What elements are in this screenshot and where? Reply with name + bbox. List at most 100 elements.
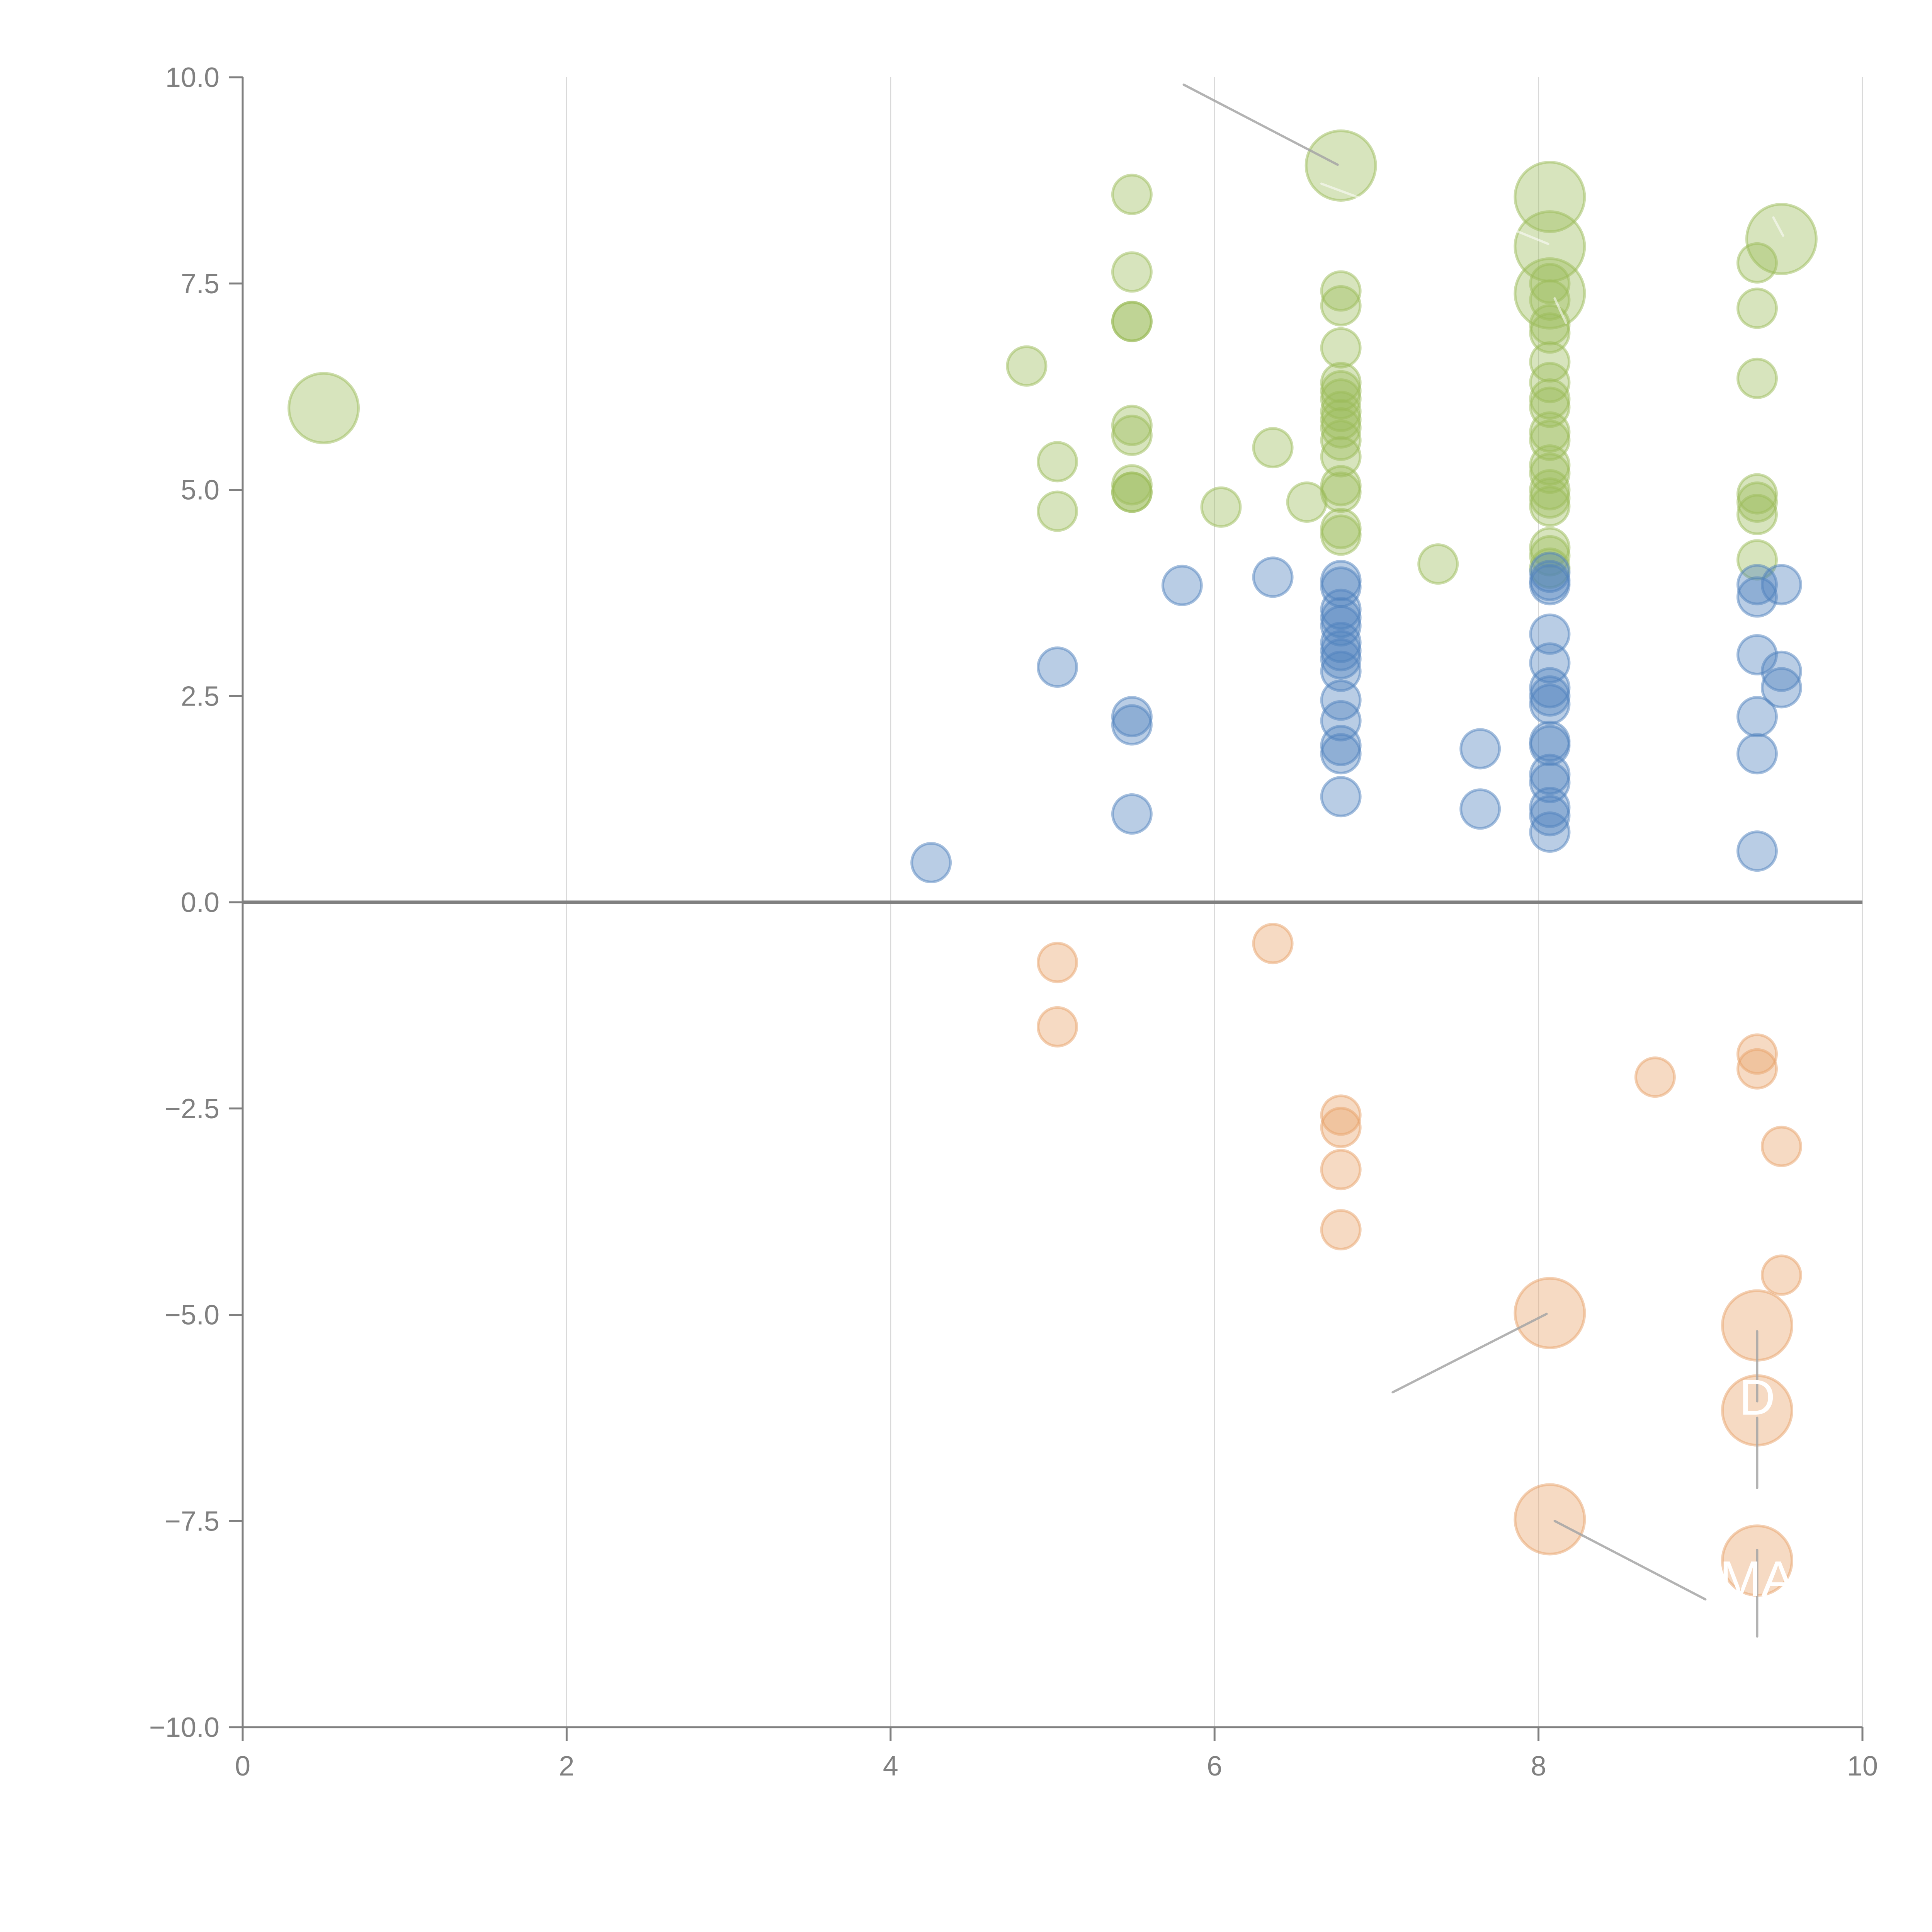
blue-point (1529, 564, 1571, 605)
blue-point (1760, 650, 1802, 692)
blue-point (910, 842, 952, 884)
point-annotation: MA (1719, 1551, 1795, 1607)
blue-point (1252, 556, 1294, 598)
leader-line (1320, 182, 1376, 205)
orange-point (1037, 942, 1078, 983)
green-point (1417, 543, 1459, 585)
green-point (1529, 452, 1571, 494)
green-point (1320, 407, 1362, 449)
green-point (1736, 357, 1778, 399)
orange-point (1736, 1048, 1778, 1090)
blue-point (1529, 762, 1571, 803)
green-point (1529, 263, 1571, 304)
orange-point (1736, 1033, 1778, 1075)
blue-point (1736, 733, 1778, 775)
x-tick-label: 2 (559, 1751, 574, 1782)
green-point (1529, 386, 1571, 428)
orange-point (1320, 1209, 1362, 1251)
green-point (1529, 419, 1571, 461)
green-point (1320, 270, 1362, 312)
green-point (1006, 345, 1048, 387)
green-point (1736, 539, 1778, 581)
orange-point (1320, 1094, 1362, 1136)
point-annotation: D (1739, 1369, 1776, 1425)
y-tick-label: 7.5 (181, 269, 219, 299)
x-tick-label: 4 (883, 1751, 898, 1782)
blue-point (1320, 733, 1362, 775)
green-point (1736, 494, 1778, 536)
blue-point (1320, 650, 1362, 692)
leader-line (1553, 297, 1567, 325)
green-point (1111, 173, 1153, 215)
green-point (1286, 481, 1328, 523)
orange-point (1760, 1254, 1802, 1296)
blue-point (1529, 724, 1571, 766)
orange-point (1514, 1483, 1586, 1556)
green-point (1320, 471, 1362, 513)
blue-point (1111, 704, 1153, 746)
leader-line (1391, 1313, 1548, 1394)
green-point (1320, 419, 1362, 461)
y-tick-label: −10.0 (149, 1712, 219, 1743)
blue-point (1037, 646, 1078, 688)
green-point (1529, 485, 1571, 527)
green-point (1111, 251, 1153, 293)
green-point (1200, 486, 1242, 528)
blue-point (1320, 776, 1362, 818)
green-point (1320, 514, 1362, 556)
y-tick-label: −5.0 (165, 1300, 219, 1331)
leader-line (1514, 230, 1549, 245)
green-point (1304, 129, 1377, 202)
blue-point (1111, 793, 1153, 835)
leader-line (1182, 83, 1339, 166)
orange-point (1252, 923, 1294, 964)
blue-point (1529, 795, 1571, 837)
blue-point (1736, 576, 1778, 618)
blue-point (1320, 638, 1362, 680)
orange-point (1320, 1107, 1362, 1148)
green-point (1514, 161, 1586, 233)
leader-line (1772, 216, 1784, 237)
y-tick-label: 0.0 (181, 887, 219, 918)
green-point (1736, 287, 1778, 329)
orange-point (1320, 1149, 1362, 1190)
blue-point (1529, 811, 1571, 853)
orange-point (1037, 1006, 1078, 1048)
x-tick-label: 10 (1847, 1751, 1878, 1782)
green-point (1529, 312, 1571, 354)
blue-point (1736, 564, 1778, 605)
green-point (1111, 415, 1153, 456)
blue-point (1736, 696, 1778, 738)
orange-point (1760, 1126, 1802, 1167)
blue-point (1760, 564, 1802, 605)
y-tick-label: 2.5 (181, 681, 219, 712)
axes: 10.0 7.5 5.0 2.5 0.0 −2.5 −5.0 −7.5 −10.0 0 2 4 6 8 10 (149, 62, 1878, 1782)
green-point (287, 372, 360, 444)
blue-point (1320, 700, 1362, 742)
blue-point (1529, 684, 1571, 725)
y-tick-label: 10.0 (165, 62, 219, 93)
blue-point (1529, 642, 1571, 684)
orange-point (1514, 1277, 1586, 1349)
green-point (1529, 535, 1571, 577)
blue-point (1161, 565, 1203, 606)
green-point (1037, 490, 1078, 532)
green-point (1320, 327, 1362, 369)
y-tick-label: 5.0 (181, 475, 219, 506)
x-tick-label: 8 (1531, 1751, 1546, 1782)
blue-point (1459, 788, 1501, 830)
green-point (1320, 285, 1362, 327)
green-point (1736, 481, 1778, 523)
green-point (1529, 362, 1571, 403)
green-point (1111, 405, 1153, 446)
x-tick-label: 0 (235, 1751, 250, 1782)
green-point (1320, 436, 1362, 478)
orange-point (1634, 1056, 1676, 1098)
green-point (1111, 471, 1153, 513)
y-tick-label: −7.5 (165, 1506, 219, 1537)
annotations: D MA (1719, 1369, 1795, 1607)
data-points (287, 129, 1818, 1597)
blue-point (1529, 613, 1571, 655)
blue-point (1320, 605, 1362, 647)
